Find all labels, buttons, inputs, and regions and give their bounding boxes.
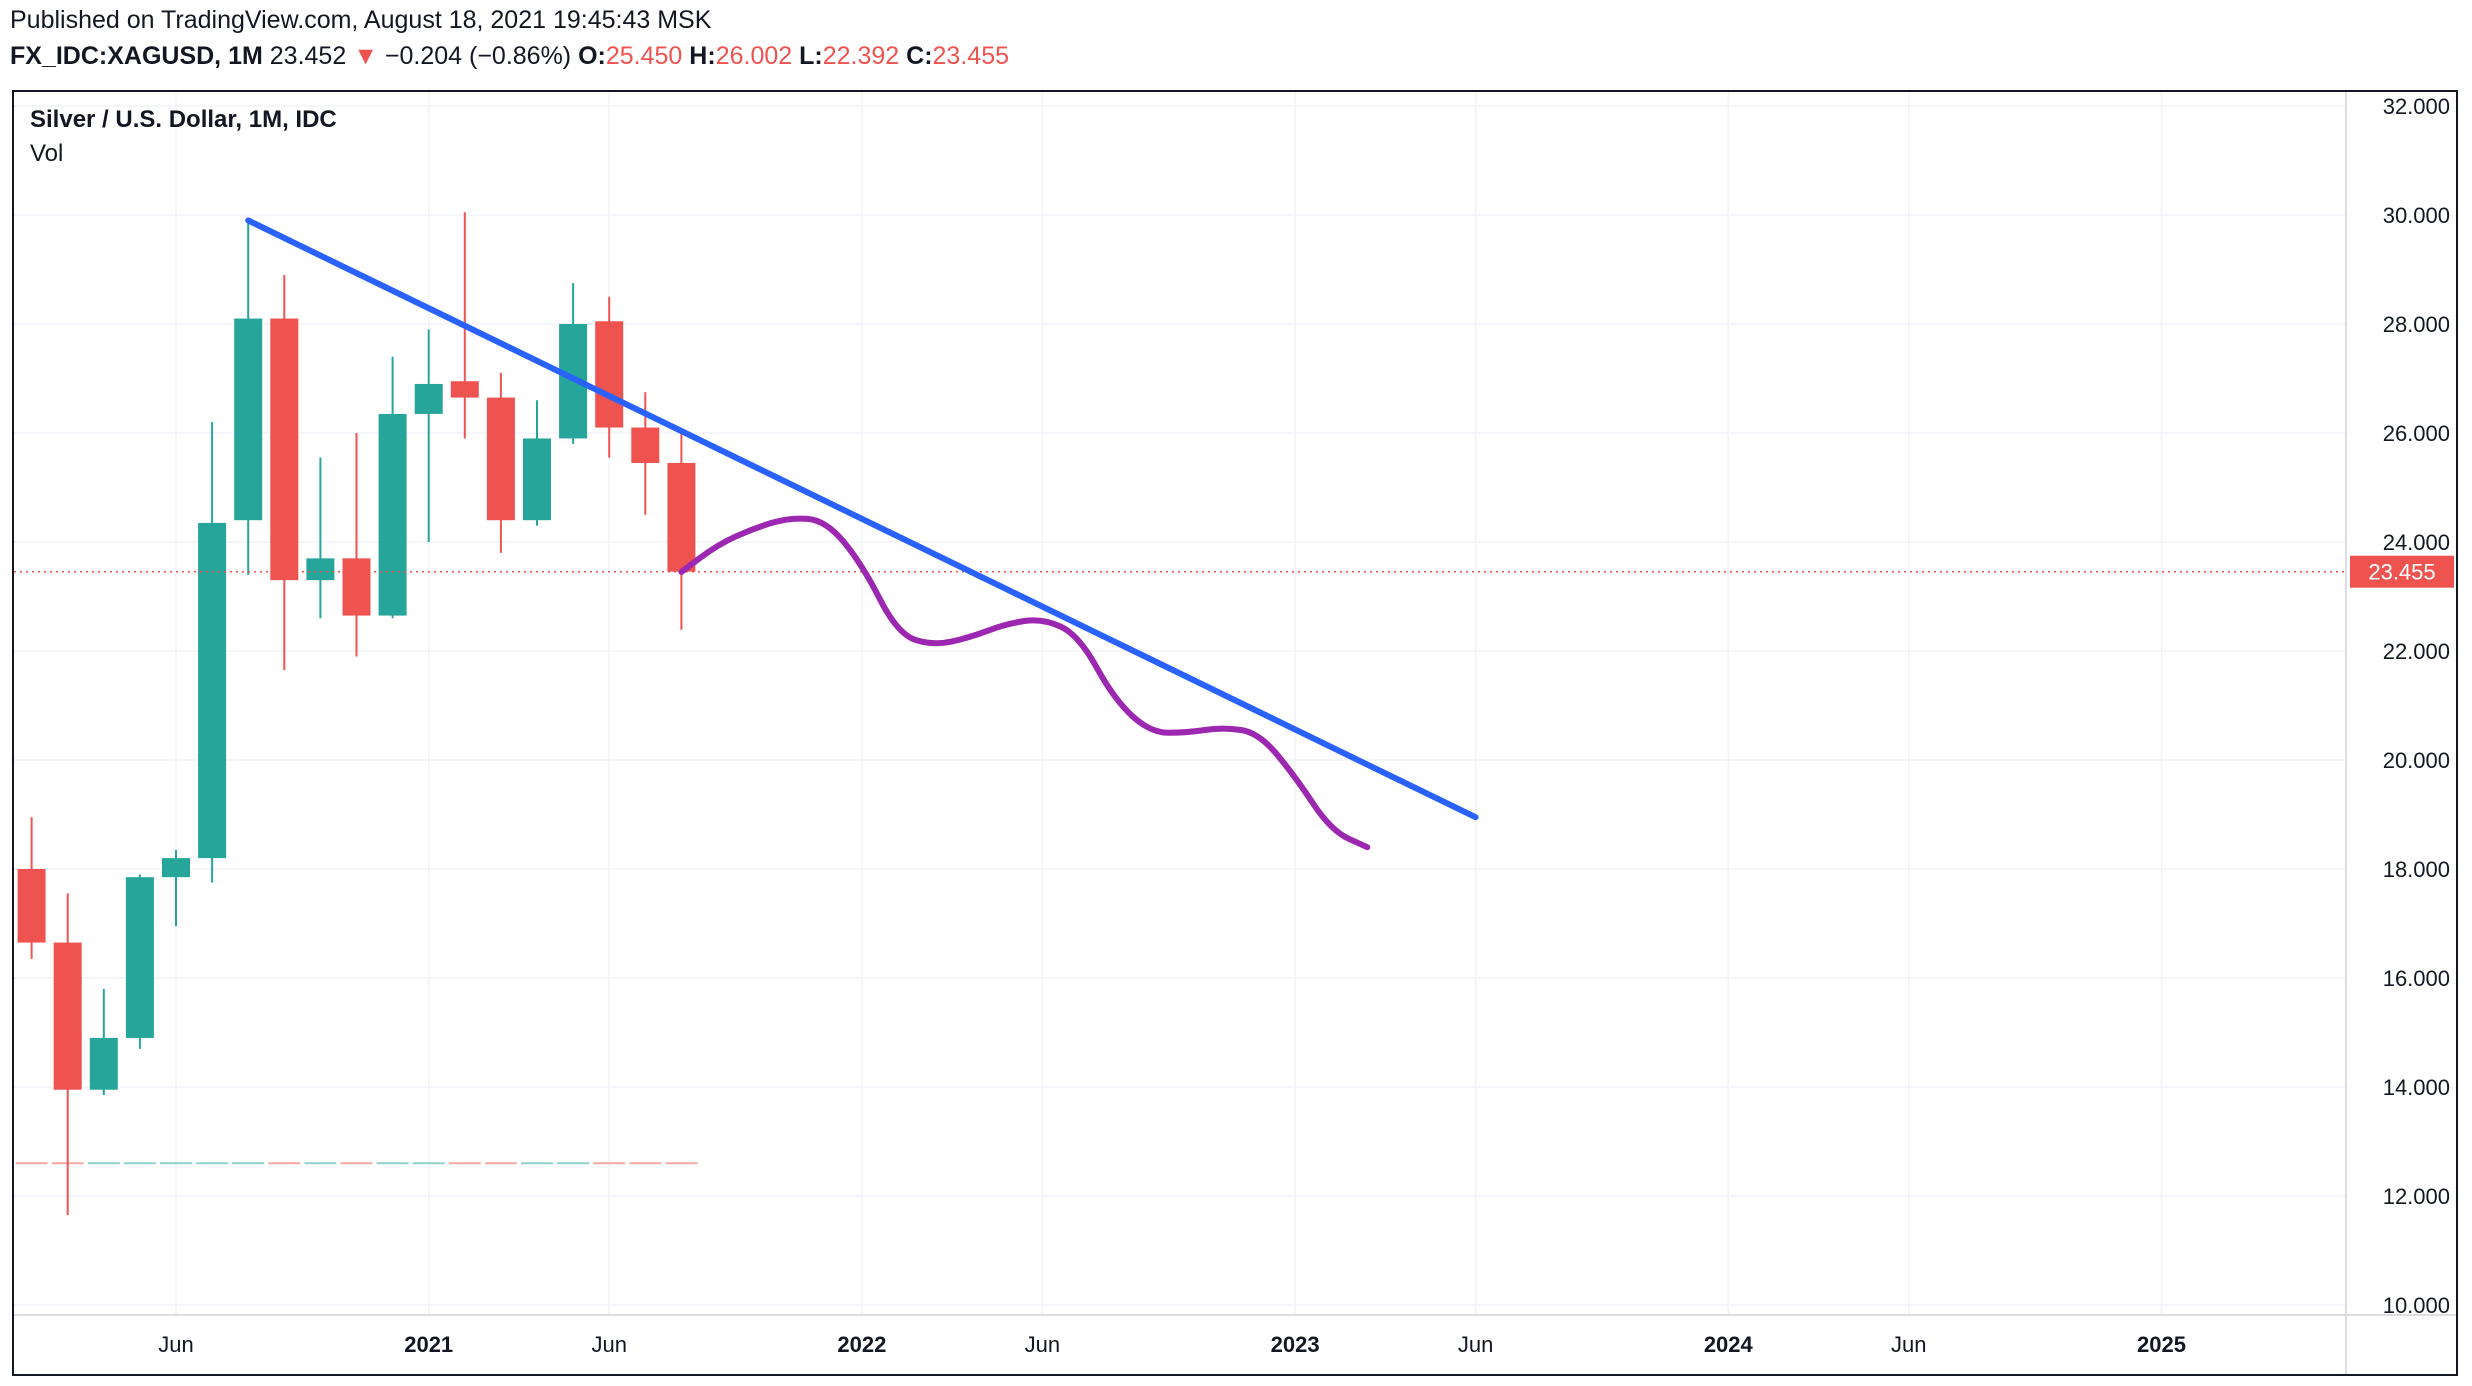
- high-value: 26.002: [715, 42, 793, 70]
- candle-body[interactable]: [523, 438, 551, 521]
- time-tick-label: Jun: [1025, 1332, 1060, 1357]
- candle-body[interactable]: [306, 558, 335, 581]
- price-tick-label: 26.000: [2383, 421, 2450, 446]
- close-value: 23.455: [932, 42, 1009, 70]
- candle-body[interactable]: [270, 318, 299, 581]
- candle-body[interactable]: [342, 558, 371, 616]
- symbol-ohlc-line: FX_IDC:XAGUSD, 1M 23.452 ▼ −0.204 (−0.86…: [10, 42, 1009, 71]
- candle-body[interactable]: [89, 1037, 118, 1090]
- trendline-drawing[interactable]: [245, 217, 1479, 821]
- time-tick-label: Jun: [1891, 1332, 1926, 1357]
- time-tick-label: 2025: [2137, 1332, 2186, 1357]
- open-value: 25.450: [605, 42, 683, 70]
- candle-body[interactable]: [667, 462, 696, 572]
- price-tick-label: 12.000: [2383, 1184, 2450, 1209]
- price-tick-label: 18.000: [2383, 857, 2450, 882]
- last-price: 23.452: [269, 42, 347, 70]
- time-tick-label: 2021: [404, 1332, 453, 1357]
- candle-body[interactable]: [631, 427, 660, 463]
- price-tick-label: 20.000: [2383, 748, 2450, 773]
- candle-body[interactable]: [198, 522, 227, 859]
- symbol-name: FX_IDC:XAGUSD, 1M: [10, 42, 263, 70]
- candle-body[interactable]: [450, 381, 479, 398]
- freehand-projection-drawing[interactable]: [678, 515, 1371, 851]
- volume-indicator-label: Vol: [30, 140, 64, 167]
- price-tick-label: 24.000: [2383, 530, 2450, 555]
- time-tick-label: Jun: [591, 1332, 626, 1357]
- high-label: H:: [689, 42, 716, 70]
- price-tick-label: 32.000: [2383, 94, 2450, 119]
- price-change: −0.204 (−0.86%): [384, 42, 572, 70]
- candle-body[interactable]: [125, 877, 154, 1038]
- close-label: C:: [906, 42, 933, 70]
- time-tick-label: Jun: [158, 1332, 193, 1357]
- chart-frame: [12, 90, 2458, 1376]
- candle-body[interactable]: [17, 869, 46, 943]
- price-tick-label: 10.000: [2383, 1293, 2450, 1318]
- chart-legend-title: Silver / U.S. Dollar, 1M, IDC: [30, 106, 337, 133]
- price-tick-label: 14.000: [2383, 1075, 2450, 1100]
- published-note: Published on TradingView.com, August 18,…: [10, 6, 712, 34]
- time-tick-label: Jun: [1458, 1332, 1493, 1357]
- candle-body[interactable]: [234, 318, 263, 521]
- price-tick-label: 16.000: [2383, 966, 2450, 991]
- down-arrow-icon: ▼: [353, 42, 378, 70]
- price-tick-label: 22.000: [2383, 639, 2450, 664]
- open-label: O:: [578, 42, 606, 70]
- last-price-badge-label: 23.455: [2368, 560, 2435, 585]
- candle-body[interactable]: [162, 858, 190, 878]
- low-value: 22.392: [822, 42, 900, 70]
- price-tick-label: 28.000: [2383, 312, 2450, 337]
- time-tick-label: 2022: [837, 1332, 886, 1357]
- candle-body[interactable]: [486, 397, 515, 521]
- time-tick-label: 2023: [1271, 1332, 1320, 1357]
- candle-body[interactable]: [53, 942, 82, 1090]
- candle-body[interactable]: [378, 413, 407, 616]
- price-tick-label: 30.000: [2383, 203, 2450, 228]
- time-tick-label: 2024: [1704, 1332, 1754, 1357]
- last-price-badge: [2350, 555, 2454, 588]
- low-label: L:: [799, 42, 823, 70]
- candle-body[interactable]: [595, 321, 624, 428]
- candle-body[interactable]: [414, 383, 443, 414]
